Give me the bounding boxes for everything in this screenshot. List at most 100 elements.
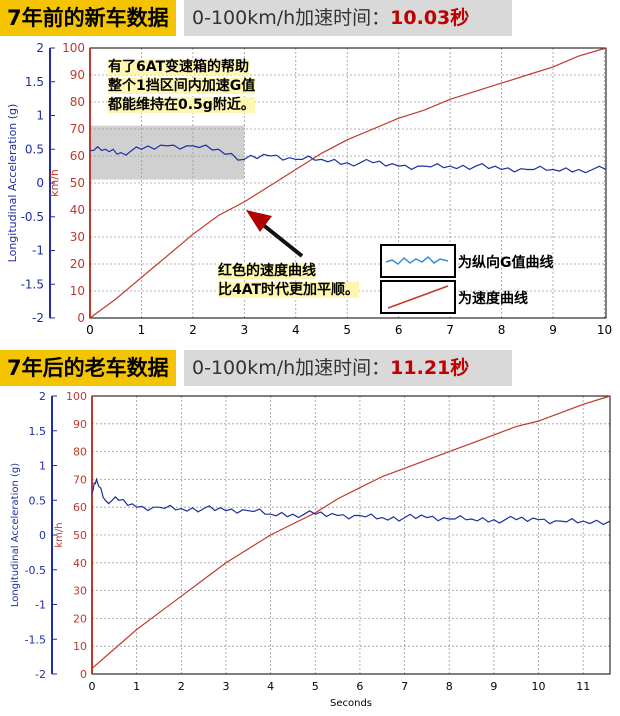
y-right-tick-label: 70 [70, 122, 85, 136]
y-left-axis-label: Longitudinal Acceleration (g) [6, 104, 19, 263]
x-axis-label: Seconds [330, 698, 372, 709]
y-right-tick-label: 0 [80, 668, 87, 681]
y-right-tick-label: 10 [70, 284, 85, 298]
y-left-tick-label: -0.5 [21, 210, 44, 224]
top-header: 7年前的新车数据 0-100km/h加速时间：10.03秒 [0, 0, 620, 36]
top-chart: 0 1 2 3 4 5 6 7 8 9 10100908070605040302010021.510… [6, 41, 612, 337]
y-right-tick-label: 90 [70, 68, 85, 82]
y-left-tick-label: -0.5 [25, 564, 46, 577]
speed-series-line [89, 47, 607, 319]
top-note2-line1: 红色的速度曲线 [218, 263, 316, 279]
y-right-tick-label: 100 [62, 41, 85, 55]
y-right-tick-label: 40 [73, 557, 87, 570]
g-series-line [89, 144, 607, 174]
x-tick-label: 10 [532, 680, 546, 693]
y-right-tick-label: 10 [73, 640, 87, 653]
y-left-tick-label: -2 [32, 311, 44, 325]
legend-speed-swatch-icon [387, 285, 449, 309]
y-right-tick-label: 30 [73, 585, 87, 598]
top-header-tag: 7年前的新车数据 [0, 0, 176, 36]
y-left-axis-label: Longitudinal Acceleration (g) [10, 463, 21, 607]
x-tick-label: 9 [490, 680, 497, 693]
x-tick-label: 1 [133, 680, 140, 693]
y-right-tick-label: 90 [73, 418, 87, 431]
y-left-tick-label: -1 [35, 599, 46, 612]
y-right-tick-label: 20 [73, 612, 87, 625]
top-note-speed: 红色的速度曲线 比4AT时代更加平顺。 [218, 262, 360, 300]
y-right-tick-label: 60 [73, 501, 87, 514]
x-tick-label: 4 [292, 323, 300, 337]
bottom-header-time: 0-100km/h加速时间：11.21秒 [184, 350, 512, 386]
bottom-chart: 0 1 2 3 4 5 6 7 8 9 10 11100908070605040302010021.5… [10, 390, 611, 709]
y-right-tick-label: 50 [73, 529, 87, 542]
top-note-line2: 整个1挡区间内加速G值 [108, 78, 256, 94]
top-legend-speed-label: 为速度曲线 [458, 291, 528, 307]
top-note2-line2: 比4AT时代更加平顺。 [218, 282, 360, 298]
top-annotation-arrow [246, 210, 304, 258]
x-tick-label: 0 [89, 680, 96, 693]
x-tick-label: 7 [446, 323, 454, 337]
y-left-tick-label: 1.5 [29, 425, 47, 438]
legend-g-swatch-icon [385, 255, 449, 265]
y-right-axis-label: km/h [54, 522, 65, 547]
x-tick-label: 9 [549, 323, 557, 337]
x-tick-label: 6 [395, 323, 403, 337]
x-tick-label: 2 [189, 323, 197, 337]
y-right-tick-label: 80 [70, 95, 85, 109]
x-tick-label: 6 [356, 680, 363, 693]
y-left-tick-label: 1 [39, 460, 46, 473]
y-left-tick-label: 2 [39, 390, 46, 403]
x-tick-label: 5 [343, 323, 351, 337]
x-tick-label: 4 [267, 680, 274, 693]
y-left-tick-label: 0 [39, 529, 46, 542]
top-header-time: 0-100km/h加速时间：10.03秒 [184, 0, 512, 36]
x-tick-label: 3 [222, 680, 229, 693]
y-left-tick-label: -2 [35, 668, 46, 681]
y-right-tick-label: 30 [70, 230, 85, 244]
y-right-tick-label: 20 [70, 257, 85, 271]
y-right-tick-label: 80 [73, 446, 87, 459]
y-left-tick-label: -1.5 [21, 277, 44, 291]
top-header-value: 10.03秒 [390, 7, 470, 29]
y-right-tick-label: 100 [66, 390, 87, 403]
x-tick-label: 5 [312, 680, 319, 693]
y-left-tick-label: 0.5 [29, 494, 47, 507]
y-right-tick-label: 40 [70, 203, 85, 217]
x-tick-label: 10 [597, 323, 612, 337]
bottom-header-tag: 7年后的老车数据 [0, 350, 176, 386]
y-right-tick-label: 0 [77, 311, 85, 325]
y-left-tick-label: -1 [32, 244, 44, 258]
x-tick-label: 0 [86, 323, 94, 337]
bottom-header: 7年后的老车数据 0-100km/h加速时间：11.21秒 [0, 350, 620, 386]
y-left-tick-label: 2 [36, 41, 44, 55]
y-left-tick-label: -1.5 [25, 633, 46, 646]
top-header-prefix: 0-100km/h加速时间： [192, 7, 391, 29]
y-right-axis-label: km/h [48, 169, 61, 197]
top-note-line3: 都能维持在0.5g附近。 [108, 97, 255, 113]
top-note-gvalue: 有了6AT变速箱的帮助 整个1挡区间内加速G值 都能维持在0.5g附近。 [108, 58, 256, 115]
x-tick-label: 8 [446, 680, 453, 693]
x-tick-label: 2 [178, 680, 185, 693]
y-left-tick-label: 0.5 [25, 142, 44, 156]
top-legend-g-box [380, 244, 456, 278]
speed-series-line [91, 395, 611, 669]
highlight-region [90, 125, 245, 180]
top-legend-g-label: 为纵向G值曲线 [458, 255, 554, 271]
y-right-tick-label: 60 [70, 149, 85, 163]
top-note-line1: 有了6AT变速箱的帮助 [108, 59, 250, 75]
y-left-tick-label: 1.5 [25, 75, 44, 89]
y-left-tick-label: 1 [36, 109, 44, 123]
bottom-header-value: 11.21秒 [390, 357, 470, 379]
bottom-header-prefix: 0-100km/h加速时间： [192, 357, 391, 379]
x-tick-label: 7 [401, 680, 408, 693]
x-tick-label: 8 [498, 323, 506, 337]
x-tick-label: 1 [138, 323, 146, 337]
x-tick-label: 3 [241, 323, 249, 337]
top-legend-speed-box [380, 280, 456, 314]
x-tick-label: 11 [576, 680, 590, 693]
g-series-line [91, 477, 611, 526]
arrow-shaft [260, 222, 304, 258]
arrow-head-icon [246, 210, 272, 232]
y-right-tick-label: 50 [70, 176, 85, 190]
y-right-tick-label: 70 [73, 473, 87, 486]
